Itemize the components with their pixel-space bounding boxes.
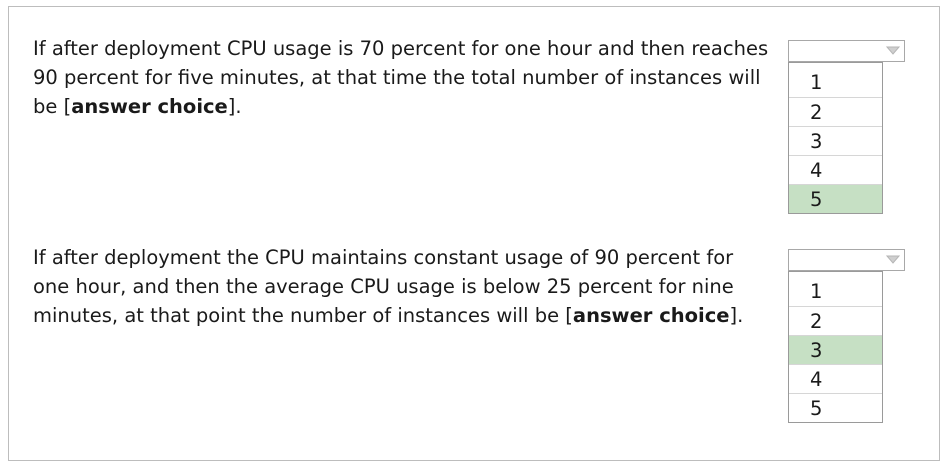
- question-2-answer-dropdown[interactable]: [788, 249, 905, 271]
- question-2-option-1[interactable]: 1: [810, 280, 823, 303]
- chevron-down-icon[interactable]: [884, 251, 902, 269]
- question-2-option-4[interactable]: 4: [789, 364, 882, 393]
- question-1-option-2[interactable]: 2: [789, 97, 882, 126]
- question-2-option-3-selected[interactable]: 3: [789, 335, 882, 364]
- question-1-option-1[interactable]: 1: [810, 71, 823, 94]
- question-1-option-4[interactable]: 4: [789, 155, 882, 184]
- question-1-suffix: ].: [227, 95, 242, 118]
- question-2-prefix: If after deployment the CPU maintains co…: [33, 246, 734, 327]
- question-2-option-5[interactable]: 5: [789, 393, 882, 422]
- question-2-suffix: ].: [729, 304, 744, 327]
- question-2-options-list: 1 2 3 4 5: [788, 271, 883, 423]
- question-1-text: If after deployment CPU usage is 70 perc…: [33, 34, 773, 121]
- question-2-answer-placeholder: answer choice: [572, 304, 730, 327]
- question-1-prefix: If after deployment CPU usage is 70 perc…: [33, 37, 769, 118]
- question-1-option-3[interactable]: 3: [789, 126, 882, 155]
- question-1-options-list: 1 2 3 4 5: [788, 62, 883, 214]
- chevron-down-icon[interactable]: [884, 42, 902, 60]
- question-1-answer-dropdown[interactable]: [788, 40, 905, 62]
- question-2-option-2[interactable]: 2: [789, 306, 882, 335]
- question-2-text: If after deployment the CPU maintains co…: [33, 243, 773, 330]
- question-1-answer-placeholder: answer choice: [71, 95, 228, 118]
- question-1-option-5-selected[interactable]: 5: [789, 184, 882, 213]
- question-panel: [8, 6, 940, 461]
